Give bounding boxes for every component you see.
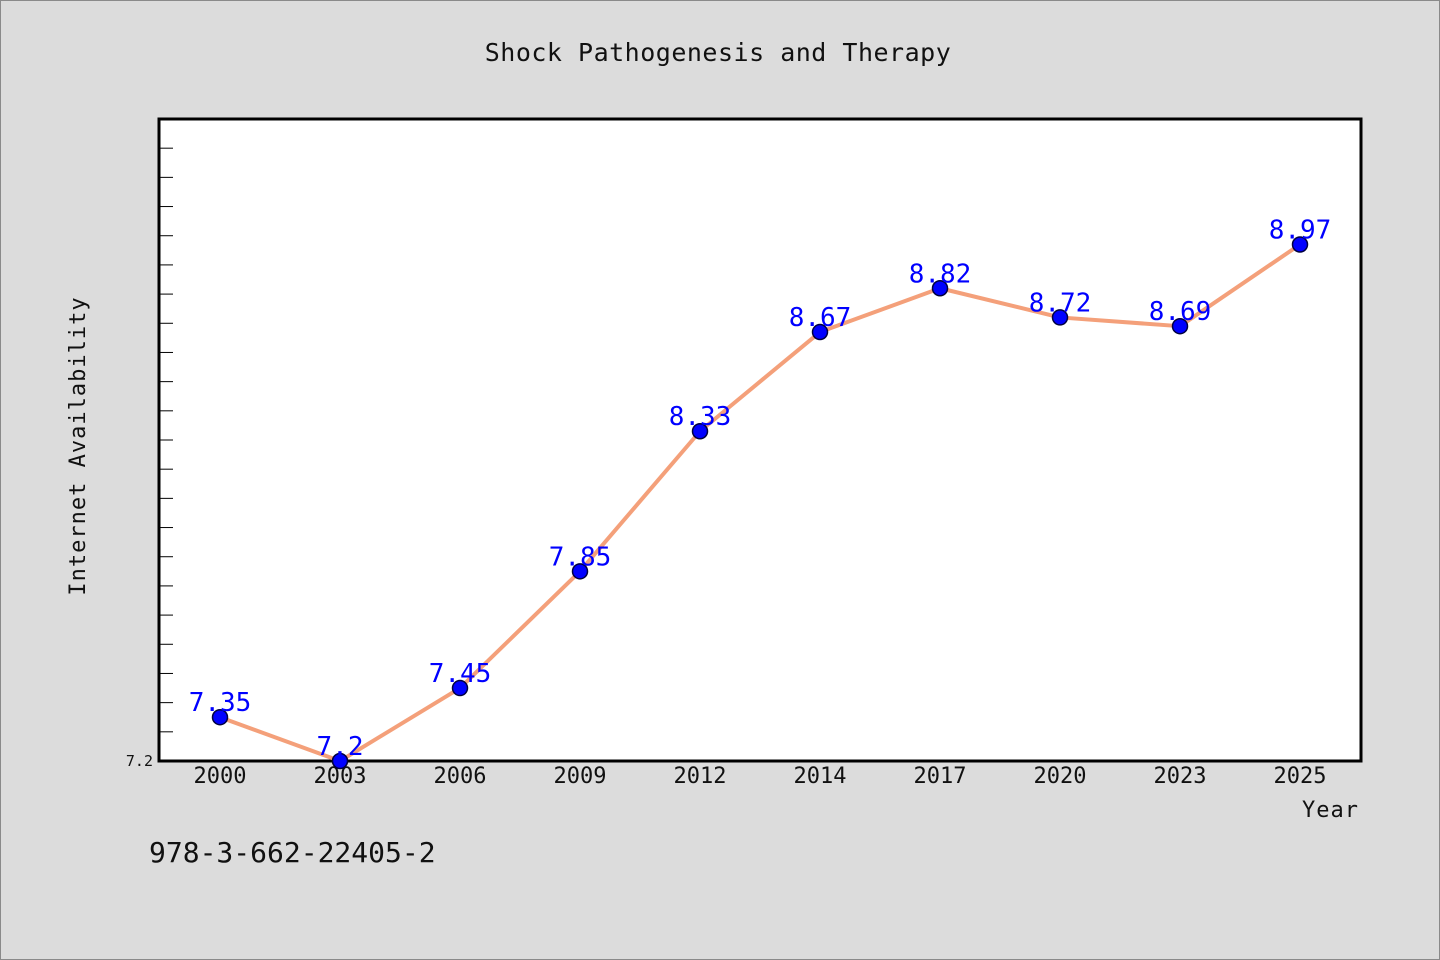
x-tick-label: 2012 (674, 764, 727, 789)
data-label: 7.45 (429, 659, 492, 689)
data-point (691, 422, 709, 440)
data-markers (211, 236, 1309, 770)
data-label: 8.33 (669, 402, 732, 432)
data-point (211, 708, 229, 726)
data-point (1291, 236, 1309, 253)
x-tick-label: 2020 (1034, 764, 1087, 789)
data-label: 8.69 (1149, 297, 1212, 327)
y-axis-tick-labels: 7.2 (126, 752, 153, 770)
data-label: 8.82 (909, 259, 972, 289)
series-line (218, 242, 1302, 763)
data-point (331, 752, 349, 770)
data-label: 7.85 (549, 542, 612, 572)
x-tick-label: 2000 (194, 764, 247, 789)
x-tick-label: 2023 (1154, 764, 1207, 789)
y-axis-ticks (159, 147, 173, 733)
data-label: 8.67 (789, 303, 852, 333)
data-point (451, 679, 469, 697)
x-tick-label: 2009 (554, 764, 607, 789)
plot-area (157, 117, 1363, 763)
x-tick-label: 2014 (794, 764, 847, 789)
isbn-footer: 978-3-662-22405-2 (149, 836, 436, 869)
x-axis-tick-labels: 2000 2003 2006 2009 2012 2014 2017 2020 2023 2025 (194, 764, 1327, 789)
x-tick-label: 2006 (434, 764, 487, 789)
data-point (1051, 309, 1069, 326)
data-label: 7.2 (317, 732, 364, 762)
x-axis-label: Year (1302, 798, 1359, 823)
y-axis-label: Internet Availability (66, 296, 91, 595)
x-tick-label: 2025 (1274, 764, 1327, 789)
data-point (571, 563, 589, 580)
data-label: 7.35 (189, 688, 252, 718)
data-labels: 7.35 7.2 7.45 7.85 8.33 8.67 8.82 8.72 8.69 8.97 (189, 215, 1332, 762)
data-label: 8.97 (1269, 215, 1332, 245)
data-point (931, 280, 949, 297)
chart-title: Shock Pathogenesis and Therapy (485, 38, 952, 67)
data-label: 8.72 (1029, 288, 1092, 318)
data-point (1171, 317, 1189, 335)
x-tick-label: 2017 (914, 764, 967, 789)
data-point (811, 323, 829, 341)
y-tick-label: 7.2 (126, 752, 153, 770)
